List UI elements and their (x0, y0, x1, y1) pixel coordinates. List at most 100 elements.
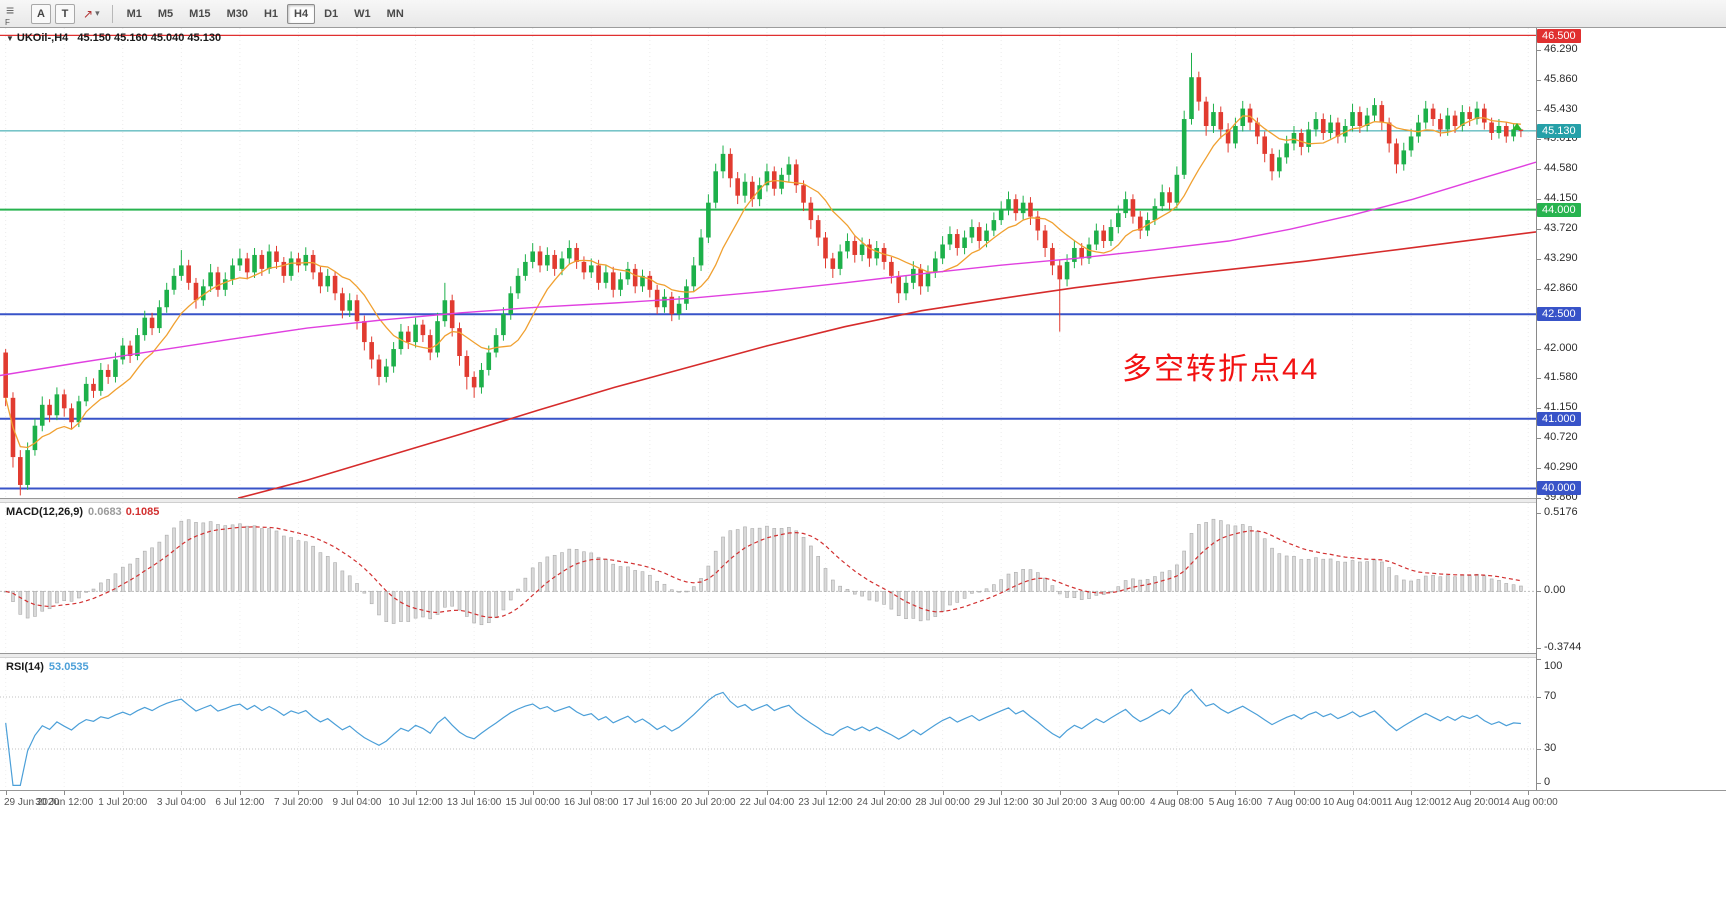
arrows-tool-dropdown[interactable]: ↗ ▾ (79, 4, 104, 24)
axis-tick (1537, 659, 1541, 660)
date-axis-label: 10 Jul 12:00 (388, 797, 443, 808)
expand-triangle-icon[interactable]: ▼ (6, 34, 14, 43)
axis-tick (1118, 791, 1120, 795)
date-axis-label: 7 Jul 20:00 (273, 797, 323, 808)
axis-tick (1537, 229, 1541, 231)
timeframe-toolbar: M1 M5 M15 M30 H1 H4 D1 W1 MN (119, 3, 412, 24)
rsi-pane-canvas[interactable] (0, 658, 1536, 788)
pane-separator[interactable] (0, 498, 1726, 503)
price-axis-label: 42.000 (1544, 342, 1578, 355)
axis-tick (1537, 438, 1541, 440)
text-label-t-button[interactable]: T (55, 3, 75, 24)
symbol-label: UKOil-,H4 (16, 32, 69, 44)
tf-button-h4[interactable]: H4 (287, 3, 316, 24)
horizontal-level-lines[interactable] (0, 34, 1536, 490)
tf-button-m30[interactable]: M30 (226, 7, 248, 20)
axis-tick (1537, 591, 1541, 593)
candles-layer (3, 52, 1524, 496)
price-axis-label: 41.580 (1544, 371, 1578, 384)
date-axis-label: 1 Jul 20:00 (98, 797, 148, 808)
tf-button-d1[interactable]: D1 (324, 7, 339, 20)
axis-tick (1537, 349, 1541, 351)
axis-tick (942, 791, 944, 795)
date-axis-label: 9 Jul 04:00 (332, 797, 382, 808)
price-badge-42.500: 42.500 (1537, 307, 1581, 322)
text-annotation-a-button[interactable]: A (31, 3, 51, 24)
rsi-value: 53.0535 (48, 661, 89, 673)
tf-button-m1[interactable]: M1 (126, 7, 142, 20)
axis-tick (415, 791, 417, 795)
time-scale[interactable]: 29 Jun 2020 30 Jun 12:00 1 Jul 20:00 3 Jul … (0, 790, 1726, 814)
rsi-axis-label: 0 (1544, 776, 1551, 788)
date-axis-label: 12 Aug 20:00 (1440, 797, 1500, 808)
grid-layer (5, 658, 1529, 788)
macd-axis-label: -0.3744 (1544, 641, 1582, 653)
axis-tick (1537, 259, 1541, 261)
macd-pane-canvas[interactable] (0, 503, 1536, 653)
axis-tick (1537, 50, 1541, 52)
axis-tick (1537, 749, 1541, 750)
price-axis-label: 42.860 (1544, 282, 1578, 295)
macd-axis-label: 0.5176 (1544, 506, 1578, 518)
macd-axis-label: 0.00 (1544, 584, 1566, 597)
axis-tick (1537, 199, 1541, 201)
rsi-axis-label: 70 (1544, 690, 1557, 702)
date-axis-label: 30 Jul 20:00 (1032, 797, 1087, 808)
axis-tick (1537, 498, 1541, 500)
chart-title: ▼ UKOil-,H4 45.150 45.160 45.040 45.130 (6, 32, 221, 44)
axis-tick (708, 791, 710, 795)
price-scale[interactable]: 46.290 45.860 45.430 45.010 44.580 44.150 43.7… (1536, 28, 1726, 790)
axis-tick (1001, 791, 1003, 795)
ohlc-values: 45.150 45.160 45.040 45.130 (77, 32, 222, 44)
axis-tick (766, 791, 768, 795)
price-badge-41.000: 41.000 (1537, 411, 1581, 426)
price-axis-label: 46.290 (1544, 43, 1578, 56)
date-axis-label: 7 Aug 00:00 (1267, 797, 1321, 808)
tf-button-m5[interactable]: M5 (157, 7, 174, 20)
current-price-marker (1512, 122, 1522, 130)
axis-tick (1411, 791, 1413, 795)
tf-button-m15[interactable]: M15 (189, 7, 211, 20)
pane-separator[interactable] (0, 653, 1726, 658)
price-badge-46.500: 46.500 (1537, 29, 1581, 43)
charts-list-button[interactable]: ≡ F (3, 1, 27, 27)
price-badge-44.000: 44.000 (1537, 202, 1581, 217)
macd-signal-value: 0.1085 (125, 506, 160, 518)
macd-label: MACD(12,26,9) 0.0683 0.1085 (6, 506, 159, 518)
toolbar-corner-letter: F (5, 17, 10, 27)
main-chart-canvas[interactable] (0, 28, 1536, 498)
date-axis-label: 14 Aug 00:00 (1498, 797, 1558, 808)
date-axis-label: 29 Jul 12:00 (973, 797, 1029, 808)
date-axis-label: 5 Aug 16:00 (1208, 797, 1263, 808)
axis-tick (649, 791, 651, 795)
axis-tick (357, 791, 359, 795)
axis-tick (298, 791, 300, 795)
tf-button-mn[interactable]: MN (386, 7, 404, 20)
date-axis-label: 24 Jul 20:00 (856, 797, 912, 808)
price-axis-label: 41.150 (1544, 401, 1578, 414)
price-axis-label: 45.430 (1544, 102, 1578, 115)
date-axis-label: 17 Jul 16:00 (622, 797, 678, 808)
price-axis-label: 45.860 (1544, 73, 1578, 85)
date-axis-label: 29 Jun 2020 (4, 797, 60, 808)
axis-tick (181, 791, 183, 795)
axis-tick (1352, 791, 1354, 795)
toolbar: ≡ F A T ↗ ▾ M1 M5 M15 M30 H1 H4 D1 W1 MN (0, 0, 1726, 28)
rsi-label: RSI(14) 53.0535 (6, 661, 89, 673)
axis-tick (1469, 791, 1471, 795)
macd-signal-line (5, 526, 1522, 619)
axis-tick (1235, 791, 1237, 795)
axis-tick (1537, 109, 1541, 111)
axis-tick (1059, 791, 1061, 795)
tf-button-h1[interactable]: H1 (263, 7, 279, 20)
rsi-axis-label: 100 (1544, 660, 1563, 672)
date-axis-label: 20 Jul 20:00 (681, 797, 736, 808)
date-axis-label: 15 Jul 00:00 (505, 797, 560, 808)
axis-tick (825, 791, 827, 795)
chart-annotation-text: 多空转折点44 (1122, 353, 1320, 386)
ma-mid-line (0, 161, 1536, 377)
date-axis-label: 23 Jul 12:00 (798, 797, 853, 808)
macd-name: MACD(12,26,9) (6, 506, 84, 518)
tf-button-w1[interactable]: W1 (354, 7, 371, 20)
price-axis-label: 44.150 (1544, 192, 1578, 205)
